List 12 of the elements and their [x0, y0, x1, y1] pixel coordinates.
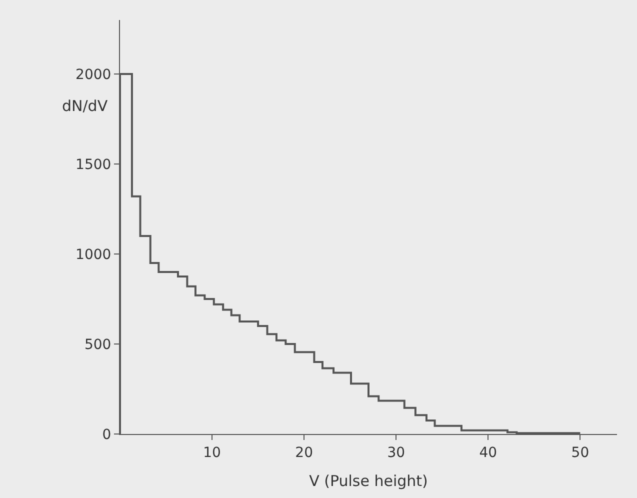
y-axis-title: dN/dV — [62, 97, 108, 115]
y-tick-label: 2000 — [76, 66, 112, 83]
y-tick-label: 500 — [84, 336, 112, 353]
x-tick-label: 10 — [203, 444, 221, 461]
y-tick-label: 1000 — [76, 246, 112, 263]
y-tick-label: 1500 — [76, 156, 112, 173]
x-tick-label: 50 — [571, 444, 590, 461]
x-tick-label: 40 — [479, 444, 498, 461]
y-tick-label: 0 — [102, 426, 112, 443]
x-tick-label: 30 — [387, 444, 406, 461]
x-tick-label: 20 — [295, 444, 313, 461]
x-axis-title: V (Pulse height) — [309, 472, 428, 490]
